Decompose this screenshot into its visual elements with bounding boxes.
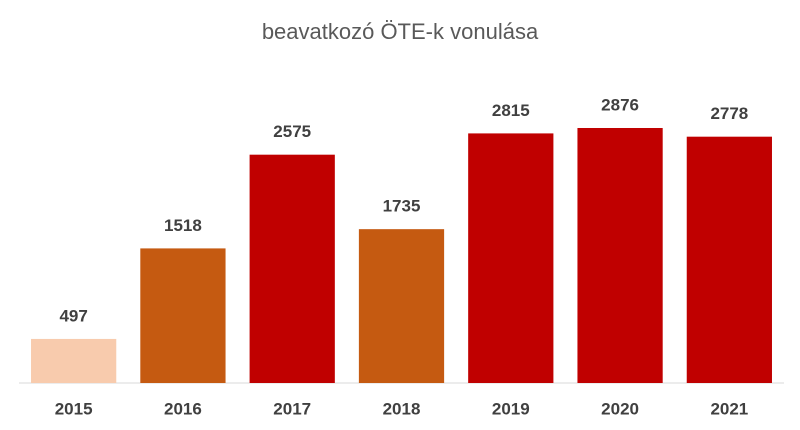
bar (31, 338, 117, 383)
bar (686, 136, 772, 383)
data-label: 497 (59, 306, 87, 325)
data-label: 1518 (164, 216, 202, 235)
bar (468, 133, 554, 383)
bar (577, 127, 663, 384)
x-tick-label: 2019 (492, 399, 530, 418)
data-label: 2778 (710, 104, 748, 123)
x-tick-label: 2015 (55, 399, 93, 418)
data-label: 2876 (601, 95, 639, 114)
x-tick-label: 2016 (164, 399, 202, 418)
bar (358, 229, 445, 383)
data-label: 2575 (273, 122, 311, 141)
x-tick-label: 2020 (601, 399, 639, 418)
chart-title: beavatkozó ÖTE-k vonulása (262, 19, 539, 44)
data-label: 1735 (383, 197, 421, 216)
data-label: 2815 (492, 101, 530, 120)
x-tick-label: 2018 (383, 399, 421, 418)
bar (249, 154, 335, 383)
x-tick-label: 2021 (710, 399, 748, 418)
bar (140, 248, 226, 383)
x-tick-label: 2017 (273, 399, 311, 418)
